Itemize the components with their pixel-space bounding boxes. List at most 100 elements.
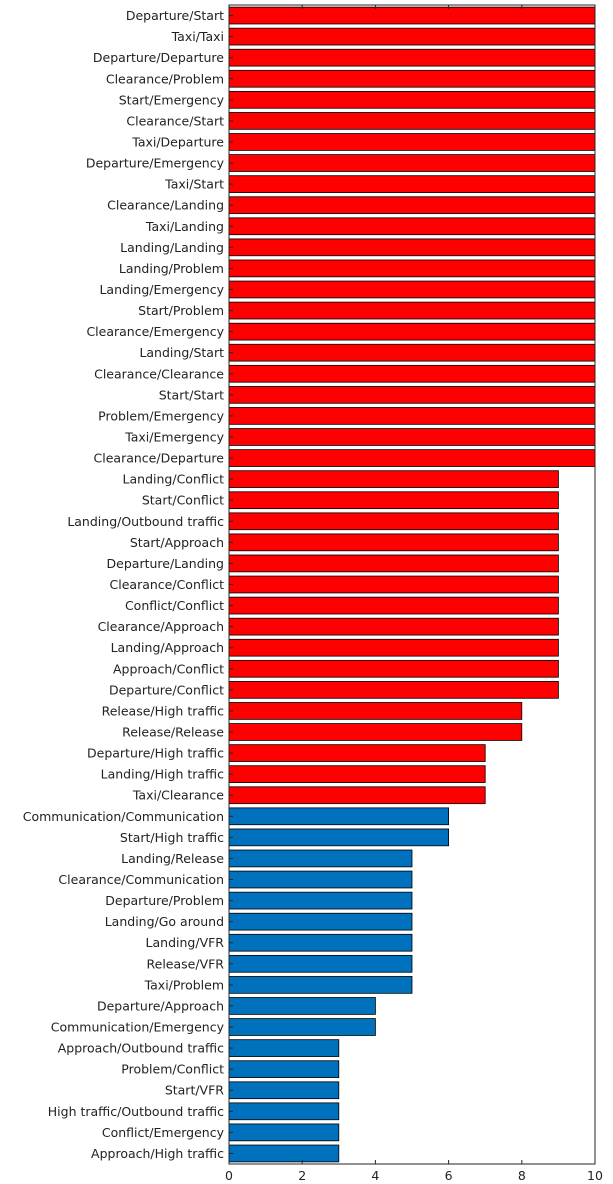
category-label: Landing/High traffic (101, 767, 225, 782)
category-label: Taxi/Problem (144, 977, 224, 992)
x-tick-label: 0 (225, 1168, 233, 1183)
bar (228, 702, 523, 720)
category-label: Communication/Communication (23, 809, 224, 824)
bar (228, 807, 450, 826)
bar (228, 681, 559, 699)
category-label: Start/Problem (138, 303, 224, 318)
category-label: Release/High traffic (102, 703, 225, 718)
category-label: Departure/Approach (97, 998, 224, 1013)
bar (228, 280, 596, 299)
category-label: Problem/Emergency (98, 408, 224, 423)
bar (228, 1060, 340, 1079)
category-label: Clearance/Departure (94, 451, 225, 466)
bar (228, 1144, 340, 1163)
category-label: High traffic/Outbound traffic (48, 1104, 224, 1119)
bar (228, 912, 413, 931)
bar (228, 849, 413, 868)
category-label: Landing/Landing (120, 240, 224, 255)
category-label: Start/Emergency (119, 92, 225, 107)
bar (228, 723, 523, 741)
category-label: Start/VFR (165, 1083, 224, 1098)
bar (228, 449, 596, 467)
bar (228, 259, 596, 278)
bar (228, 1102, 340, 1121)
bar (228, 364, 596, 383)
bar (228, 744, 486, 762)
bar (228, 512, 559, 531)
bar (228, 1123, 340, 1142)
category-label: Taxi/Emergency (124, 429, 224, 444)
category-label: Start/Conflict (142, 493, 224, 508)
bar (228, 6, 596, 25)
bar (228, 154, 596, 172)
bar (228, 870, 413, 889)
axes-frame (228, 4, 596, 1165)
x-tick-label: 2 (298, 1168, 306, 1183)
category-label: Start/Start (159, 387, 224, 402)
bar (228, 1018, 376, 1036)
bar (228, 933, 413, 952)
bar (228, 765, 486, 783)
category-label: Approach/Conflict (113, 661, 224, 676)
bar (228, 217, 596, 236)
category-label: Departure/Start (126, 8, 224, 23)
bar (228, 90, 596, 109)
bar (228, 617, 559, 636)
category-label: Landing/Conflict (123, 472, 225, 487)
x-tick-label: 4 (371, 1168, 379, 1183)
x-tick-label: 10 (587, 1168, 603, 1183)
category-label: Clearance/Emergency (86, 324, 224, 339)
category-label: Taxi/Start (164, 177, 224, 192)
category-label: Landing/Release (121, 851, 224, 866)
category-label: Taxi/Taxi (171, 29, 224, 44)
bar (228, 491, 559, 510)
bar (228, 786, 486, 805)
category-label: Clearance/Landing (107, 198, 224, 213)
category-label: Start/High traffic (120, 830, 224, 845)
category-label: Clearance/Problem (106, 71, 224, 86)
category-label: Departure/Conflict (109, 682, 224, 697)
bar (228, 659, 559, 678)
category-label: Departure/High traffic (87, 746, 224, 761)
category-label: Taxi/Clearance (132, 788, 224, 803)
category-label: Landing/Go around (105, 914, 224, 929)
bar (228, 27, 596, 46)
category-label: Landing/VFR (146, 935, 225, 950)
category-label: Release/VFR (147, 956, 225, 971)
x-tick-label: 6 (445, 1168, 453, 1183)
category-label: Landing/Problem (119, 261, 224, 276)
bars-group (228, 6, 596, 1163)
category-label: Landing/Outbound traffic (67, 514, 224, 529)
category-label: Clearance/Clearance (94, 366, 224, 381)
category-label: Departure/Problem (105, 893, 224, 908)
bar (228, 1039, 340, 1057)
bar (228, 997, 376, 1015)
bar (228, 891, 413, 910)
category-label: Landing/Emergency (99, 282, 224, 297)
bar (228, 112, 596, 130)
category-label: Conflict/Emergency (102, 1125, 225, 1140)
bar (228, 828, 450, 847)
bar (228, 48, 596, 67)
bar (228, 407, 596, 425)
category-label: Departure/Landing (107, 556, 224, 571)
category-label: Departure/Departure (93, 50, 224, 65)
bar (228, 470, 559, 488)
category-label: Landing/Start (139, 345, 224, 360)
bar (228, 428, 596, 446)
bar (228, 175, 596, 193)
bar (228, 976, 413, 994)
bar (228, 238, 596, 257)
bar (228, 69, 596, 88)
category-label: Taxi/Landing (145, 219, 224, 234)
bar (228, 133, 596, 151)
category-label: Conflict/Conflict (125, 598, 224, 613)
bar (228, 575, 559, 594)
bar (228, 196, 596, 215)
bar (228, 1081, 340, 1100)
bar (228, 386, 596, 404)
bar (228, 301, 596, 320)
category-label: Approach/High traffic (91, 1146, 224, 1161)
bar (228, 533, 559, 552)
